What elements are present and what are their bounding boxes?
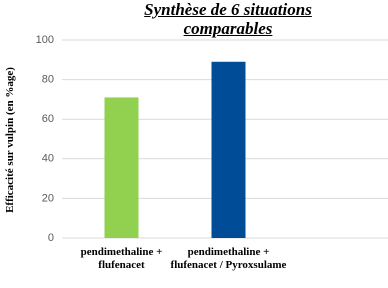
x-tick-label: pendimethaline + flufenacet / Pyroxsulam… [170,246,287,271]
x-tick-label: pendimethaline + flufenacet [80,246,163,271]
y-tick-label: 40 [42,153,54,165]
y-tick-label: 0 [48,232,54,244]
bar [104,97,139,238]
bar [211,61,246,238]
y-tick-label: 80 [42,74,54,86]
y-axis-label: Efficacité sur vulpin (en %age) [4,67,16,213]
y-tick-label: 100 [36,34,54,46]
chart-title: Synthèse de 6 situations comparables [144,0,312,38]
y-tick-label: 20 [42,192,54,204]
y-tick-label: 60 [42,113,54,125]
